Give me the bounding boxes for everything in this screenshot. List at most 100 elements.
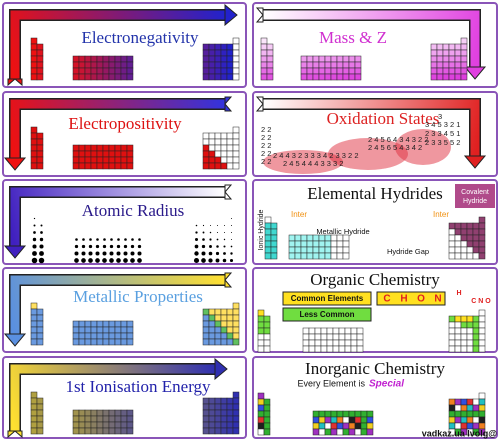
element-cell [344, 327, 352, 335]
arrow-head [3, 157, 27, 171]
element-cell [260, 55, 268, 63]
element-cell [202, 338, 210, 346]
element-cell [30, 302, 38, 310]
element-cell [78, 150, 86, 158]
element-cell [260, 67, 268, 75]
element-cell [108, 326, 116, 334]
element-cell [336, 410, 344, 418]
atom-dot [215, 251, 220, 256]
element-cell [220, 409, 228, 417]
element-cell [84, 67, 92, 75]
element-cell [460, 398, 468, 406]
element-cell [442, 67, 450, 75]
element-cell [202, 403, 210, 411]
element-cell [472, 410, 480, 418]
element-cell [202, 427, 210, 435]
element-cell [108, 150, 116, 158]
element-cell [232, 61, 240, 69]
atom-dot [109, 258, 114, 263]
element-cell [460, 61, 468, 69]
element-cell [232, 421, 240, 429]
element-cell [30, 61, 38, 69]
arrow-body [263, 99, 480, 156]
element-cell [266, 55, 274, 63]
element-cell [114, 144, 122, 152]
element-cell [226, 61, 234, 69]
element-cell [208, 427, 216, 435]
element-cell [208, 326, 216, 334]
arrow-body [10, 364, 215, 431]
element-cell [436, 49, 444, 57]
element-cell [36, 308, 44, 316]
element-cell [306, 61, 314, 69]
arrow-body [10, 10, 225, 79]
element-cell [208, 132, 216, 140]
element-cell [448, 339, 456, 347]
element-cell [126, 427, 134, 435]
element-cell [30, 320, 38, 328]
element-cell [72, 409, 80, 417]
element-cell [126, 156, 134, 164]
element-cell [220, 49, 228, 57]
element-cell [478, 315, 486, 323]
atom-dot [38, 257, 45, 264]
element-cell [466, 315, 474, 323]
element-cell [436, 55, 444, 63]
element-cell [263, 327, 271, 335]
element-cell [78, 61, 86, 69]
atom-dot [95, 258, 100, 263]
element-cell [78, 421, 86, 429]
element-cell [126, 338, 134, 346]
element-cell [294, 252, 302, 260]
atom-dot [102, 251, 107, 256]
element-cell [102, 55, 110, 63]
element-cell [442, 61, 450, 69]
element-cell [30, 403, 38, 411]
element-cell [344, 333, 352, 341]
element-cell [202, 320, 210, 328]
element-cell [257, 333, 265, 341]
oxidation-number: 2 4 5 4 4 4 3 3 3 2 [283, 159, 343, 168]
element-cell [466, 345, 474, 353]
element-cell [324, 422, 332, 430]
element-cell [324, 73, 332, 81]
atom-dot [81, 251, 86, 256]
element-cell [72, 150, 80, 158]
panel-title: Elemental Hydrides [307, 184, 443, 203]
arrow-tail [255, 7, 264, 23]
element-cell [320, 333, 328, 341]
element-cell [336, 67, 344, 75]
element-cell [263, 404, 271, 412]
element-cell [214, 415, 222, 423]
element-cell [324, 61, 332, 69]
element-cell [226, 326, 234, 334]
element-cell [120, 156, 128, 164]
element-cell [84, 162, 92, 170]
element-cell [226, 156, 234, 164]
element-cell [84, 55, 92, 63]
element-cell [208, 403, 216, 411]
element-cell [226, 338, 234, 346]
element-cell [360, 410, 368, 418]
hydride-label: Inter [433, 210, 449, 219]
element-cell [108, 144, 116, 152]
element-cell [202, 415, 210, 423]
element-cell [232, 144, 240, 152]
element-cell [454, 327, 462, 335]
element-cell [332, 327, 340, 335]
oxidation-number: 2 3 3 4 5 1 [425, 129, 460, 138]
element-cell [30, 338, 38, 346]
element-cell [436, 67, 444, 75]
element-cell [466, 234, 474, 242]
element-cell [214, 43, 222, 51]
element-cell [454, 43, 462, 51]
element-cell [72, 320, 80, 328]
element-cell [366, 416, 374, 424]
atom-dot [102, 244, 107, 249]
element-cell [257, 345, 265, 353]
element-cell [448, 321, 456, 329]
organic-label: C [383, 294, 390, 305]
oxidation-number: 2 4 5 6 4 3 4 3 2 2 [368, 135, 428, 144]
element-cell [342, 428, 350, 436]
element-cell [454, 315, 462, 323]
